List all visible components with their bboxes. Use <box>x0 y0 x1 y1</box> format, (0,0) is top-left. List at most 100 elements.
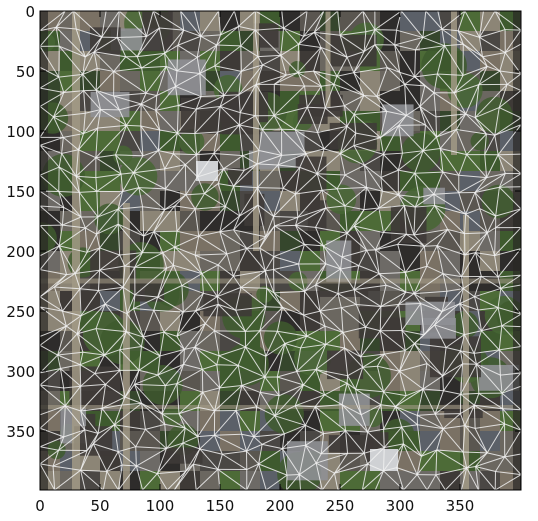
mesh-edge <box>273 188 284 217</box>
mesh-edge <box>242 155 245 171</box>
mesh-edge <box>140 125 160 131</box>
mesh-edge <box>219 206 226 232</box>
mesh-edge <box>401 424 418 428</box>
mesh-edge <box>367 404 382 433</box>
mesh-edge <box>117 36 147 39</box>
mesh-edge <box>261 129 283 156</box>
mesh-edge <box>253 415 276 438</box>
mesh-edge <box>379 111 388 138</box>
mesh-edge <box>95 90 102 110</box>
mesh-edge <box>304 85 308 108</box>
mesh-edge <box>182 442 200 450</box>
mesh-edge <box>57 354 61 369</box>
image-tile <box>320 411 341 432</box>
mesh-edge <box>77 127 99 151</box>
mesh-edge <box>213 131 219 154</box>
mesh-edge <box>420 303 443 313</box>
mesh-edge <box>181 273 203 286</box>
mesh-edge <box>61 207 65 226</box>
mesh-edge <box>462 288 475 298</box>
mesh-edge <box>383 406 396 430</box>
mesh-edge <box>353 207 380 227</box>
mesh-edge <box>353 133 357 146</box>
mesh-edge <box>176 383 203 393</box>
mesh-edge <box>216 26 239 46</box>
mesh-edge <box>164 188 166 210</box>
mesh-edge <box>280 55 299 74</box>
mesh-edge <box>445 334 465 348</box>
mesh-edge <box>200 35 217 46</box>
mesh-edge <box>316 173 338 190</box>
mesh-edge <box>157 265 174 298</box>
mesh-edge <box>178 96 202 106</box>
image-tile <box>240 471 261 490</box>
mesh-edge <box>340 132 357 154</box>
mesh-edge <box>406 233 415 236</box>
mesh-edge <box>222 450 247 455</box>
mesh-edge <box>105 383 126 398</box>
mesh-edge <box>194 254 219 266</box>
mesh-edge <box>464 252 476 256</box>
mesh-edge <box>125 313 128 332</box>
mesh-edge <box>240 45 242 72</box>
mesh-edge <box>406 115 426 126</box>
mesh-edge <box>313 47 322 72</box>
mesh-edge <box>164 164 186 190</box>
mesh-edge <box>419 92 435 107</box>
mesh-edge <box>217 124 240 133</box>
image-tile <box>400 51 421 72</box>
image-tile <box>480 431 501 452</box>
mesh-edge <box>166 442 183 449</box>
mesh-edge <box>145 66 167 94</box>
mesh-edge <box>421 449 437 457</box>
mesh-edge <box>254 30 259 57</box>
mesh-edge <box>394 44 401 73</box>
x-tick-label: 250 <box>326 497 355 515</box>
mesh-edge <box>233 11 240 27</box>
mesh-edge <box>79 288 99 291</box>
mesh-edge <box>320 46 348 58</box>
image-tile <box>300 231 321 252</box>
mesh-edge <box>254 115 263 130</box>
mesh-edge <box>261 115 275 130</box>
tree-canopy <box>118 157 158 196</box>
mesh-edge <box>363 207 379 211</box>
mesh-edge <box>397 194 405 206</box>
mesh-edge <box>458 192 467 215</box>
mesh-edge <box>96 223 119 235</box>
mesh-edge <box>64 385 82 407</box>
mesh-edge <box>383 429 385 448</box>
mesh-edge <box>58 436 65 451</box>
mesh-edge <box>494 107 500 136</box>
mesh-edge <box>499 345 521 351</box>
y-tick-label: 0 <box>25 3 35 21</box>
mesh-edge <box>199 448 219 470</box>
mesh-edge <box>75 28 86 58</box>
mesh-edge <box>194 254 203 274</box>
mesh-edge <box>460 392 479 395</box>
mesh-edge <box>57 333 78 356</box>
mesh-edge <box>475 423 505 429</box>
image-tile <box>260 71 281 92</box>
mesh-edge <box>54 286 81 290</box>
mesh-edge <box>404 84 421 107</box>
mesh-edge <box>319 293 339 312</box>
mesh-edge <box>460 363 464 395</box>
mesh-edge <box>342 326 366 334</box>
mesh-edge <box>304 243 324 247</box>
mesh-edge <box>40 274 67 298</box>
mesh-edge <box>101 11 107 38</box>
mesh-edge <box>80 469 107 472</box>
image-tile <box>280 231 301 252</box>
mesh-edge <box>63 137 79 151</box>
mesh-edge <box>374 44 388 68</box>
mesh-edge <box>367 463 384 472</box>
mesh-edge <box>59 45 86 58</box>
mesh-edge <box>174 246 203 274</box>
mesh-edge <box>163 331 178 337</box>
mesh-edge <box>399 363 428 372</box>
mesh-edge <box>315 369 348 384</box>
mesh-edge <box>178 406 199 415</box>
mesh-edge <box>281 153 306 156</box>
mesh-edge <box>336 72 354 77</box>
